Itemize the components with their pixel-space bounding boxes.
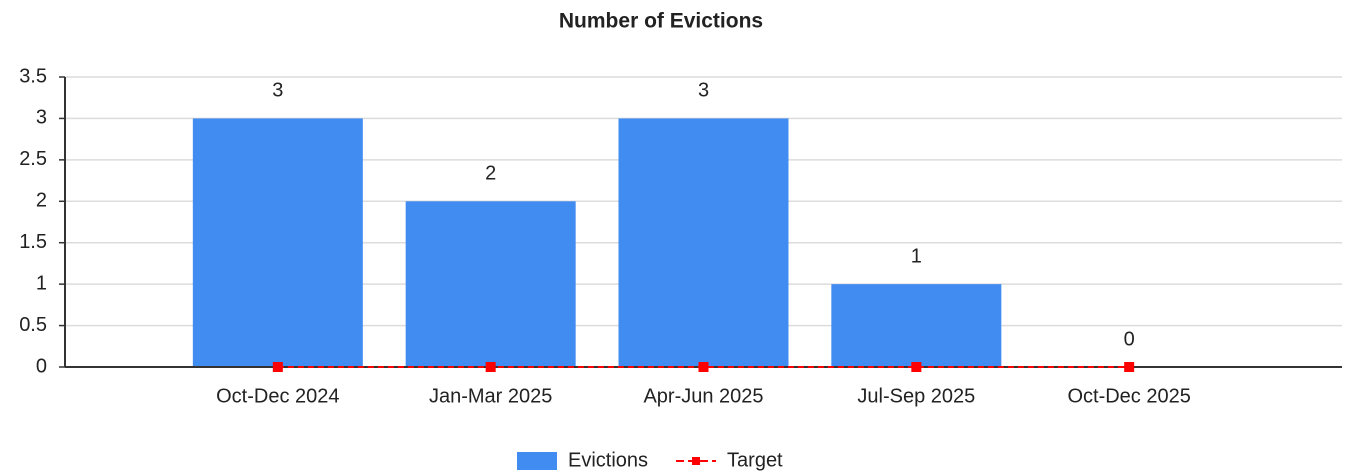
chart-title: Number of Evictions	[559, 10, 763, 33]
x-tick-label: Apr-Jun 2025	[643, 385, 763, 407]
y-tick-label: 1.5	[19, 231, 47, 253]
bar	[831, 284, 1002, 367]
legend-label: Target	[727, 449, 783, 471]
value-label: 1	[911, 245, 922, 267]
target-marker	[1124, 362, 1135, 372]
target-marker	[911, 362, 922, 372]
y-tick-label: 0	[36, 355, 47, 377]
target-marker	[698, 362, 709, 372]
y-tick-label: 0.5	[19, 314, 47, 336]
bar	[618, 118, 789, 367]
x-tick-label: Jan-Mar 2025	[429, 385, 552, 407]
legend-marker	[692, 457, 701, 465]
value-label: 3	[698, 80, 709, 102]
x-tick-label: Oct-Dec 2025	[1067, 385, 1190, 407]
bar	[192, 118, 363, 367]
x-tick-label: Jul-Sep 2025	[857, 385, 975, 407]
y-tick-label: 3	[36, 107, 47, 129]
legend-swatch	[517, 452, 557, 470]
value-label: 2	[485, 163, 496, 185]
value-label: 0	[1124, 328, 1135, 350]
y-tick-label: 1	[36, 272, 47, 294]
target-marker	[272, 362, 283, 372]
y-tick-label: 2.5	[19, 148, 47, 170]
y-tick-label: 2	[36, 190, 47, 212]
legend-label: Evictions	[568, 449, 648, 471]
value-label: 3	[272, 80, 283, 102]
target-marker	[485, 362, 496, 372]
y-tick-label: 3.5	[19, 65, 47, 87]
x-tick-label: Oct-Dec 2024	[216, 385, 339, 407]
bar	[405, 201, 576, 367]
